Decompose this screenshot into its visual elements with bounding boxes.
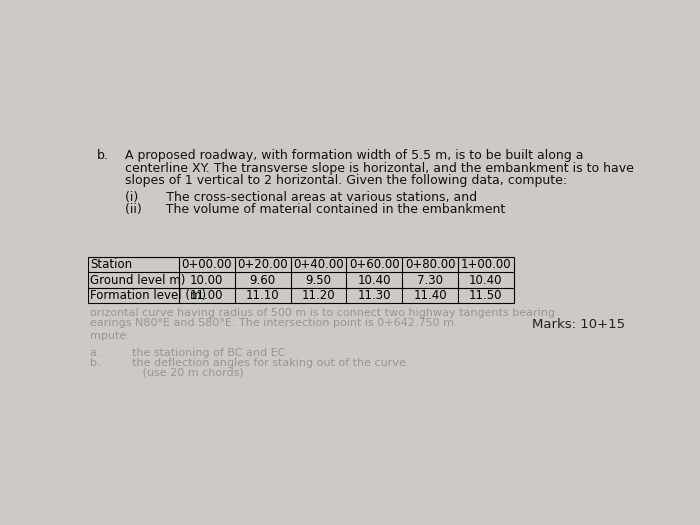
Text: Ground level m): Ground level m) — [90, 274, 186, 287]
Text: slopes of 1 vertical to 2 horizontal. Given the following data, compute:: slopes of 1 vertical to 2 horizontal. Gi… — [125, 174, 567, 187]
Text: A proposed roadway, with formation width of 5.5 m, is to be built along a: A proposed roadway, with formation width… — [125, 149, 583, 162]
Text: 1+00.00: 1+00.00 — [461, 258, 511, 271]
Text: 10.40: 10.40 — [358, 274, 391, 287]
Text: 9.50: 9.50 — [305, 274, 332, 287]
Text: centerline XY. The transverse slope is horizontal, and the embankment is to have: centerline XY. The transverse slope is h… — [125, 162, 634, 174]
Text: 11.50: 11.50 — [469, 289, 503, 302]
Text: Station: Station — [90, 258, 132, 271]
Text: earings N80°E and S80°E. The intersection point is 0+642.750 m.: earings N80°E and S80°E. The intersectio… — [90, 318, 458, 328]
Text: (ii)      The volume of material contained in the embankment: (ii) The volume of material contained in… — [125, 203, 505, 216]
Text: 0+00.00: 0+00.00 — [181, 258, 232, 271]
Text: 11.10: 11.10 — [246, 289, 279, 302]
Text: mpute:: mpute: — [90, 331, 130, 341]
Text: 10.40: 10.40 — [469, 274, 503, 287]
Text: 11.00: 11.00 — [190, 289, 223, 302]
Text: a.         the stationing of BC and EC: a. the stationing of BC and EC — [90, 348, 285, 358]
Text: 0+60.00: 0+60.00 — [349, 258, 400, 271]
Text: 0+80.00: 0+80.00 — [405, 258, 455, 271]
Text: (use 20 m chords): (use 20 m chords) — [90, 368, 244, 378]
Text: 7.30: 7.30 — [417, 274, 443, 287]
Text: 9.60: 9.60 — [250, 274, 276, 287]
Text: Marks: 10+15: Marks: 10+15 — [532, 318, 625, 331]
Text: Formation level (m): Formation level (m) — [90, 289, 206, 302]
Text: b.         the deflection angles for staking out of the curve: b. the deflection angles for staking out… — [90, 358, 406, 368]
Text: (i)       The cross-sectional areas at various stations, and: (i) The cross-sectional areas at various… — [125, 191, 477, 204]
Text: orizontal curve having radius of 500 m is to connect two highway tangents bearin: orizontal curve having radius of 500 m i… — [90, 308, 555, 318]
Text: 11.30: 11.30 — [358, 289, 391, 302]
Text: b.: b. — [97, 149, 108, 162]
Text: 0+20.00: 0+20.00 — [237, 258, 288, 271]
Text: 11.20: 11.20 — [302, 289, 335, 302]
Text: 10.00: 10.00 — [190, 274, 223, 287]
Text: 11.40: 11.40 — [413, 289, 447, 302]
Text: 0+40.00: 0+40.00 — [293, 258, 344, 271]
